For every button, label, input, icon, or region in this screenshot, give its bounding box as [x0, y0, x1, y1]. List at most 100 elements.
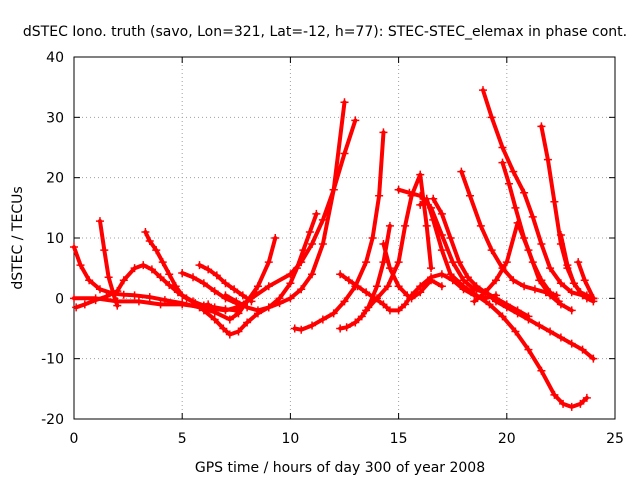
data-point-marker — [189, 273, 198, 282]
data-point-marker — [104, 273, 113, 282]
x-tick-label: 25 — [606, 431, 624, 447]
data-point-marker — [100, 246, 109, 255]
data-point-marker — [221, 291, 230, 300]
data-point-marker — [574, 258, 583, 267]
data-point-marker — [152, 246, 161, 255]
data-point-marker — [318, 315, 327, 324]
data-point-marker — [576, 288, 585, 297]
data-point-marker — [264, 303, 273, 312]
series-line — [459, 169, 559, 298]
data-point-marker — [559, 399, 568, 408]
data-point-marker — [576, 399, 585, 408]
data-point-marker — [178, 268, 187, 277]
data-point-marker — [385, 221, 394, 230]
data-point-marker — [329, 185, 338, 194]
data-point-marker — [394, 258, 403, 267]
data-point-marker — [379, 240, 388, 249]
data-point-marker — [543, 155, 552, 164]
data-point-marker — [578, 345, 587, 354]
data-point-marker — [567, 306, 576, 315]
data-point-marker — [569, 279, 578, 288]
data-point-marker — [72, 303, 81, 312]
series-line — [539, 124, 596, 301]
data-point-marker — [524, 315, 533, 324]
y-tick-label: 10 — [46, 231, 64, 247]
data-point-marker — [368, 234, 377, 242]
data-point-marker — [394, 185, 403, 194]
data-point-marker — [113, 287, 122, 296]
data-point-marker — [342, 323, 351, 332]
data-point-marker — [171, 282, 180, 291]
data-point-marker — [401, 300, 410, 309]
data-point-marker — [119, 276, 128, 285]
data-point-marker — [498, 158, 507, 167]
data-point-marker — [199, 303, 208, 312]
data-point-marker — [524, 246, 533, 255]
data-point-marker — [498, 143, 507, 152]
data-point-marker — [308, 321, 317, 330]
data-point-marker — [487, 113, 496, 122]
data-point-marker — [204, 265, 213, 274]
data-point-marker — [297, 325, 306, 334]
series-group — [70, 86, 598, 411]
data-point-marker — [130, 264, 139, 273]
data-point-marker — [210, 287, 219, 296]
x-tick-label: 20 — [498, 431, 516, 447]
data-point-marker — [472, 282, 481, 291]
data-point-marker — [212, 271, 221, 280]
data-point-marker — [546, 327, 555, 336]
data-point-marker — [76, 261, 85, 270]
data-point-marker — [511, 327, 520, 336]
data-point-marker — [524, 345, 533, 354]
data-point-marker — [567, 339, 576, 348]
x-tick-label: 10 — [281, 431, 299, 447]
data-point-marker — [556, 333, 565, 342]
data-point-marker — [491, 297, 500, 306]
data-point-marker — [199, 279, 208, 288]
data-point-marker — [385, 264, 394, 273]
data-point-marker — [394, 282, 403, 291]
series-line — [72, 118, 358, 313]
data-point-marker — [589, 294, 598, 303]
data-point-marker — [219, 324, 228, 333]
y-tick-label: 40 — [46, 50, 64, 66]
data-point-marker — [336, 270, 345, 279]
x-tick-label: 15 — [390, 431, 408, 447]
data-point-marker — [80, 300, 89, 309]
y-tick-label: 20 — [46, 171, 64, 187]
data-point-marker — [238, 291, 247, 300]
data-point-marker — [232, 297, 241, 306]
data-point-marker — [481, 288, 490, 297]
x-axis-label: GPS time / hours of day 300 of year 2008 — [195, 460, 485, 476]
data-point-marker — [178, 291, 187, 300]
data-point-marker — [446, 234, 455, 242]
data-point-marker — [253, 306, 262, 315]
data-point-marker — [379, 258, 388, 267]
data-point-marker — [556, 230, 565, 239]
data-point-marker — [336, 324, 345, 333]
data-point-marker — [95, 217, 104, 226]
data-point-marker — [232, 306, 241, 315]
data-point-marker — [455, 258, 464, 267]
data-point-marker — [463, 273, 472, 282]
data-point-marker — [372, 294, 381, 303]
data-point-marker — [422, 221, 431, 230]
data-point-marker — [195, 261, 204, 270]
data-point-marker — [537, 366, 546, 375]
data-point-marker — [546, 264, 555, 273]
data-point-marker — [165, 281, 174, 290]
data-point-marker — [416, 288, 425, 297]
data-point-marker — [253, 282, 262, 291]
data-point-marker — [427, 264, 436, 273]
data-point-marker — [243, 297, 252, 306]
series-line — [72, 245, 258, 322]
data-point-marker — [340, 297, 349, 306]
series-line — [234, 236, 278, 313]
data-point-marker — [372, 282, 381, 291]
data-point-marker — [509, 167, 518, 176]
data-point-marker — [362, 258, 371, 267]
data-point-marker — [498, 312, 507, 321]
data-point-marker — [312, 209, 321, 218]
data-point-marker — [470, 297, 479, 306]
